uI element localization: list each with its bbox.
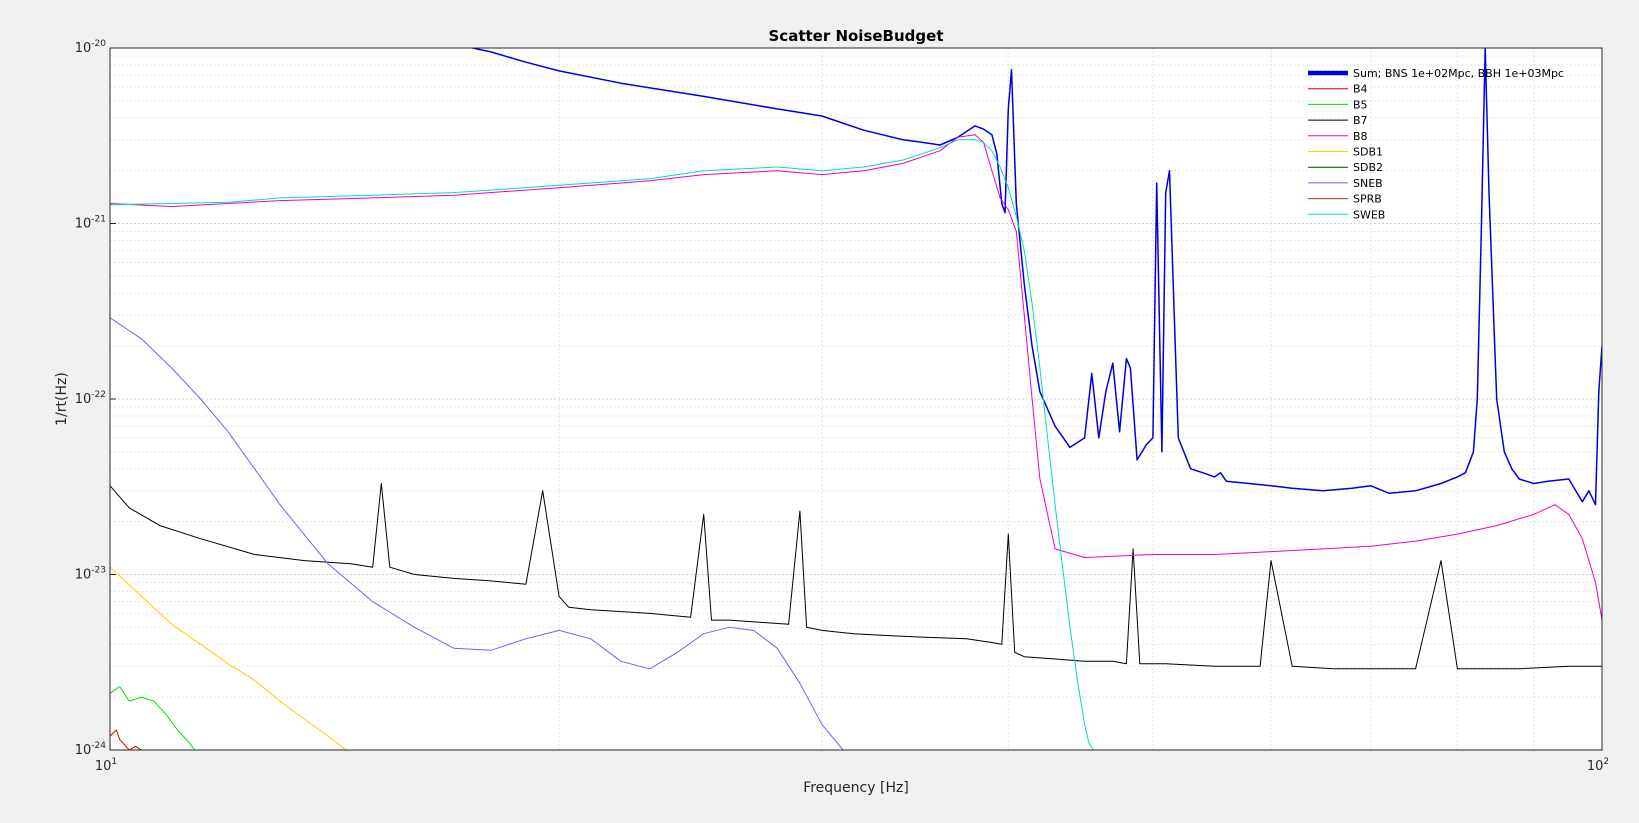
legend-entry: B7 bbox=[1353, 114, 1368, 127]
legend-entry: SDB2 bbox=[1353, 161, 1383, 174]
y-tick-label: 10-24 bbox=[75, 741, 107, 758]
chart-title: Scatter NoiseBudget bbox=[769, 27, 944, 45]
series-line-b7 bbox=[110, 483, 1602, 670]
legend-entry: SWEB bbox=[1353, 208, 1385, 221]
x-tick-label: 101 bbox=[95, 757, 117, 774]
tick-labels: 101 102 10-20 10-21 10-22 10-23 10-24 bbox=[75, 39, 1609, 774]
legend-entry: B4 bbox=[1353, 83, 1368, 96]
series-line-b8 bbox=[110, 134, 1602, 621]
legend: Sum; BNS 1e+02Mpc, BBH 1e+03Mpc B4 B5 B7 B8 S… bbox=[1308, 67, 1564, 221]
series-line-sdb1 bbox=[110, 566, 347, 750]
y-tick-label: 10-22 bbox=[75, 390, 106, 407]
legend-entry: SNEB bbox=[1353, 177, 1383, 190]
legend-entry: SPRB bbox=[1353, 193, 1382, 206]
series-layer bbox=[110, 48, 1602, 750]
series-line-sweb bbox=[110, 139, 1094, 750]
series-line-sneb bbox=[110, 317, 844, 750]
legend-entry: Sum; BNS 1e+02Mpc, BBH 1e+03Mpc bbox=[1353, 67, 1564, 80]
y-tick-label: 10-21 bbox=[75, 215, 106, 232]
legend-entry: SDB1 bbox=[1353, 146, 1383, 159]
series-line-b5 bbox=[110, 686, 196, 750]
y-axis-label: 1/rt(Hz) bbox=[54, 372, 70, 426]
legend-entry: B5 bbox=[1353, 98, 1368, 111]
series-line-sum bbox=[472, 48, 1602, 506]
x-axis-label: Frequency [Hz] bbox=[803, 780, 909, 796]
y-tick-label: 10-20 bbox=[75, 39, 107, 56]
grid bbox=[109, 48, 1603, 751]
series-line-b4 bbox=[110, 729, 142, 750]
x-tick-label: 102 bbox=[1587, 757, 1609, 774]
y-tick-label: 10-23 bbox=[75, 566, 106, 583]
legend-entry: B8 bbox=[1353, 130, 1368, 143]
